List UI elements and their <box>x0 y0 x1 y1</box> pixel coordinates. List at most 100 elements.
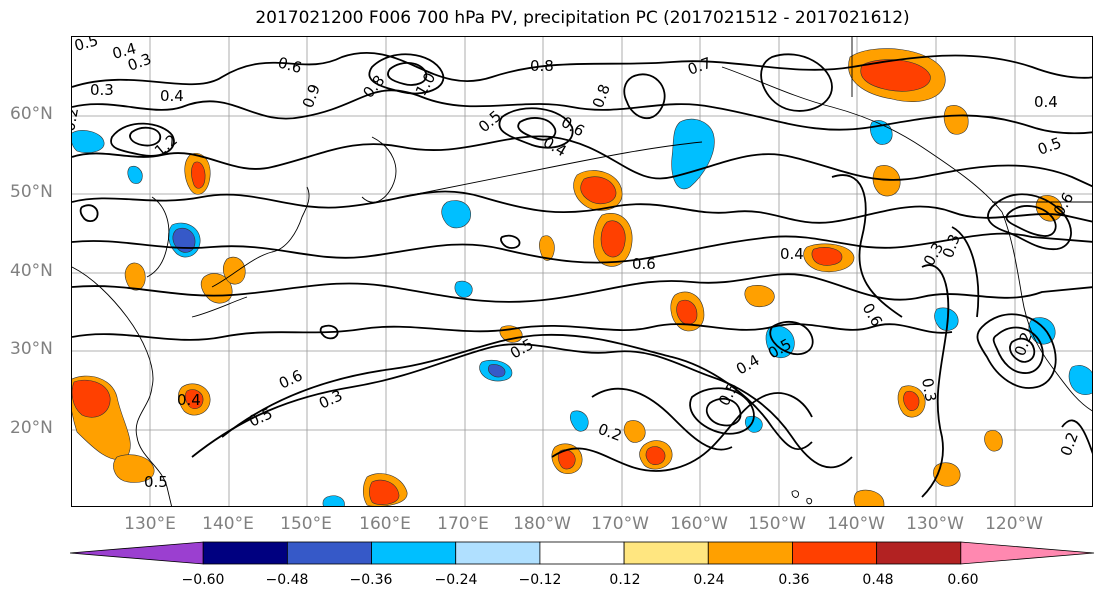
coastline-korea <box>146 196 170 278</box>
colorbar-cell <box>455 541 541 565</box>
lon-label: 170°W <box>591 514 649 534</box>
contour-label: 0.3 <box>316 386 345 412</box>
precip-positive <box>557 449 576 470</box>
contour-line <box>992 326 1044 374</box>
coastlines <box>72 37 1092 506</box>
colorbar-tick: −0.12 <box>518 572 562 588</box>
contour-line <box>72 232 1092 264</box>
contour-line <box>319 324 339 340</box>
precip-negative <box>569 410 589 432</box>
contour-line <box>191 343 853 469</box>
precip-positive <box>72 379 111 418</box>
coastline-north-america <box>1001 211 1092 412</box>
precip-positive <box>811 247 843 266</box>
precip-negative <box>454 280 473 298</box>
lon-label: 150°W <box>748 514 806 534</box>
contour-label: 0.4 <box>177 391 201 409</box>
colorbar-cell <box>876 541 962 565</box>
precip-positive <box>645 446 666 466</box>
contour-line <box>72 51 1092 88</box>
precip-positive <box>539 235 555 261</box>
contour-line <box>72 135 1092 188</box>
coastline-kamchatka <box>361 136 397 203</box>
precip-positive <box>623 420 646 443</box>
map-panel: 0.5 0.4 0.3 0.6 0.3 0.4 1.2 0.2 0.8 1.0 … <box>71 36 1093 507</box>
contour-label: 0.5 <box>475 107 505 136</box>
contour-line <box>500 234 521 249</box>
precip-positive <box>600 220 626 258</box>
coastline-hawaii <box>791 490 799 498</box>
contour-label: 0.5 <box>715 379 743 409</box>
contour-line <box>760 53 833 112</box>
colorbar-cell <box>707 541 793 565</box>
lat-label-50n: 50°N <box>10 182 53 202</box>
contour-line <box>769 320 814 356</box>
colorbar-tick: −0.24 <box>434 572 478 588</box>
contour-line <box>705 397 742 427</box>
contour-label: 0.4 <box>1034 93 1058 111</box>
contour-label: 0.8 <box>530 57 554 75</box>
lon-label: 140°E <box>202 514 254 534</box>
precip-positive <box>580 176 617 204</box>
lon-label: 180°W <box>513 514 571 534</box>
colorbar-cell <box>792 541 878 565</box>
contour-label: 0.3 <box>918 377 940 404</box>
contour-label: 0.7 <box>685 54 714 79</box>
coastline-aleutians <box>401 141 703 198</box>
contour-label: 0.3 <box>90 81 114 99</box>
precip-negative <box>744 415 763 433</box>
lon-label: 170°E <box>437 514 489 534</box>
contour-label: 0.9 <box>299 82 324 111</box>
colorbar-tick: −0.36 <box>349 572 393 588</box>
colorbar-tick: 0.24 <box>693 572 725 588</box>
contour-label: 0.6 <box>276 366 305 392</box>
contour-line <box>623 73 666 120</box>
contour-line <box>951 226 980 318</box>
contour-line <box>1061 419 1092 455</box>
contour-label: 0.4 <box>733 351 763 379</box>
contour-label: 0.2 <box>1057 430 1082 459</box>
contour-label: 0.8 <box>589 82 614 111</box>
contour-label: 0.2 <box>72 106 82 133</box>
contour-line <box>368 53 445 95</box>
lon-label: 150°E <box>280 514 332 534</box>
contour-line <box>517 117 557 141</box>
precip-positive <box>984 430 1003 452</box>
colorbar-cell <box>70 541 204 565</box>
contour-line <box>72 89 1092 135</box>
precip-positive <box>853 489 885 506</box>
contour-label: 0.5 <box>246 404 275 430</box>
precip-positive <box>744 285 775 308</box>
colorbar <box>70 541 1095 565</box>
contour-line <box>551 392 813 472</box>
contour-line <box>1005 205 1057 237</box>
precip-negative <box>72 130 105 153</box>
precip-negative <box>934 307 959 331</box>
precip-negative <box>671 118 715 190</box>
precip-positive <box>191 161 206 189</box>
contour-label: 0.2 <box>596 420 625 445</box>
contour-label: 0.6 <box>632 255 656 273</box>
lat-label-40n: 40°N <box>10 261 53 281</box>
lat-label-30n: 30°N <box>10 339 53 359</box>
contour-label: 0.4 <box>110 39 138 63</box>
coastline-japan <box>211 186 310 288</box>
colorbar-cell <box>286 541 372 565</box>
contour-line <box>831 174 903 318</box>
contour-line <box>110 122 175 157</box>
precip-shading <box>72 48 1092 506</box>
colorbar-tick: 0.36 <box>778 572 810 588</box>
precip-negative <box>487 364 506 378</box>
colorbar-cell <box>960 541 1095 565</box>
contour-label: 0.4 <box>780 245 804 263</box>
contour-line <box>921 264 950 498</box>
contour-line <box>129 126 162 147</box>
map-title: 2017021200 F006 700 hPa PV, precipitatio… <box>255 8 910 28</box>
lon-label: 160°W <box>670 514 728 534</box>
coastline-japan-south <box>191 296 248 318</box>
lon-label: 160°E <box>359 514 411 534</box>
contour-line <box>72 190 1092 224</box>
precip-negative <box>1068 365 1092 396</box>
contour-label: 0.5 <box>72 37 100 55</box>
contour-label: 0.6 <box>276 53 304 77</box>
